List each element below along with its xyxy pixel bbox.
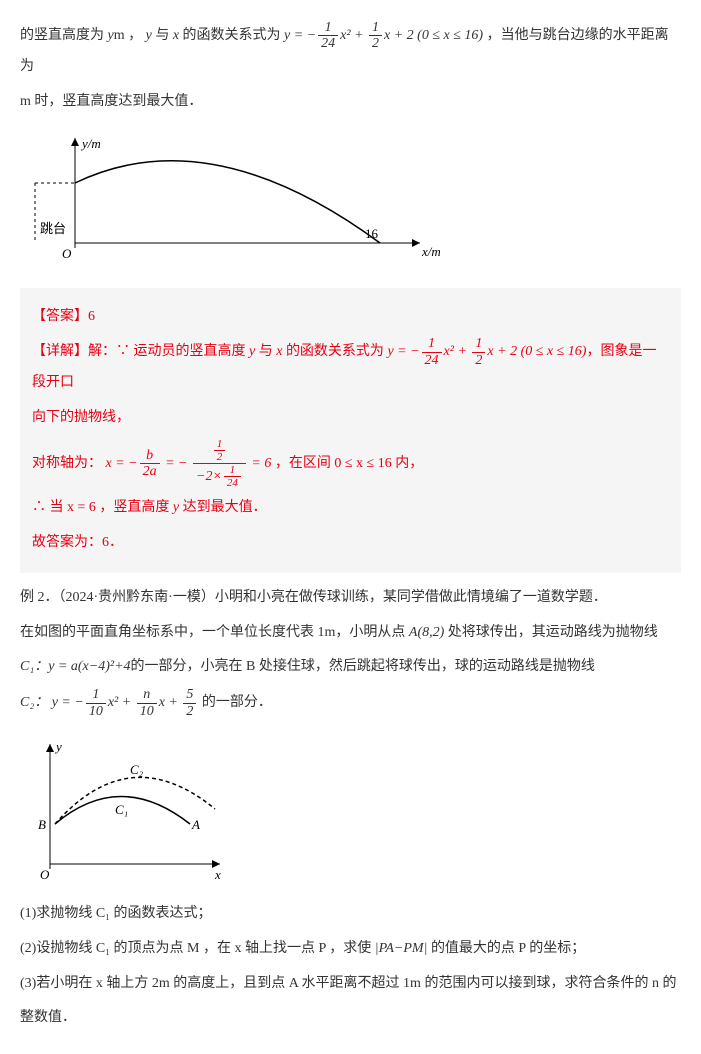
q1: (1)求抛物线 C₁ 的函数表达式； — [20, 899, 681, 930]
answer-value: 6 — [88, 309, 95, 324]
d2-a-label: A — [191, 817, 200, 832]
y-axis-label: y/m — [80, 136, 101, 151]
p1-text-c: 的函数关系式为 — [179, 28, 284, 43]
answer-block: 【答案】6 【详解】解：∵ 运动员的竖直高度 y 与 x 的函数关系式为 y =… — [20, 288, 681, 573]
problem2-c2: C₂： y = −110x² + n10x + 52 的一部分． — [20, 687, 681, 719]
final-line: 故答案为：6． — [32, 528, 669, 559]
d1c: 的函数关系式为 — [282, 344, 387, 359]
detail-label: 【详解】 — [32, 344, 88, 359]
diagram-2: y x O B A C₁ C₂ — [20, 729, 240, 889]
equation-detail: y = −124x² + 12x + 2 (0 ≤ x ≤ 16) — [387, 344, 586, 359]
d2-c2-label: C₂ — [130, 762, 144, 777]
d2-y-label: y — [54, 739, 62, 754]
problem2-header: 例 2．（2024·贵州黔东南·一模）小明和小亮在做传球训练，某同学借做此情境编… — [20, 583, 681, 614]
d1b: 与 — [255, 344, 276, 359]
d1a: 解：∵ 运动员的竖直高度 — [88, 344, 249, 359]
x-mark-16: 16 — [365, 226, 379, 241]
problem1-line1: 的竖直高度为 ym ， y 与 x 的函数关系式为 y = −124x² + 1… — [20, 20, 681, 83]
point-a: A(8,2) — [409, 625, 444, 640]
q3b: 整数值． — [20, 1003, 681, 1034]
c1-eq: y = a(x−4)²+4 — [48, 659, 130, 674]
c1-label: C₁： — [20, 659, 48, 674]
origin-label: O — [62, 246, 72, 261]
d2-b-label: B — [38, 817, 46, 832]
d2-o-label: O — [40, 867, 50, 882]
conc-b: 达到最大值． — [179, 500, 267, 515]
q2: (2)设抛物线 C₁ 的顶点为点 M ，在 x 轴上找一点 P ，求使 |PA−… — [20, 934, 681, 965]
axis-a: 对称轴为： — [32, 456, 102, 471]
axis-b: ，在区间 0 ≤ x ≤ 16 内， — [275, 456, 423, 471]
diagram-1: y/m x/m 16 O 跳台 — [20, 128, 440, 278]
d2-x-label: x — [214, 867, 221, 882]
q2b: 的值最大的点 P 的坐标； — [427, 941, 585, 956]
p1-text-b: 与 — [152, 28, 173, 43]
problem1-line2: m 时，竖直高度达到最大值． — [20, 87, 681, 118]
equation-1: y = −124x² + 12x + 2 (0 ≤ x ≤ 16) — [284, 28, 483, 43]
x-axis-label: x/m — [421, 244, 440, 259]
p2-p1a: 在如图的平面直角坐标系中，一个单位长度代表 1m，小明从点 — [20, 625, 409, 640]
answer-line: 【答案】6 — [32, 302, 669, 333]
p2-p1b: 处将球传出，其运动路线为抛物线 — [444, 625, 658, 640]
q2a: (2)设抛物线 C₁ 的顶点为点 M ，在 x 轴上找一点 P ，求使 — [20, 941, 375, 956]
axis-line: 对称轴为： x = −b2a = − 12 −2×124 = 6 ，在区间 0 … — [32, 438, 669, 489]
conclusion-line: ∴ 当 x = 6 ，竖直高度 y 达到最大值． — [32, 493, 669, 524]
detail-line1: 【详解】解：∵ 运动员的竖直高度 y 与 x 的函数关系式为 y = −124x… — [32, 336, 669, 399]
axis-formula: x = −b2a = − 12 −2×124 = 6 — [106, 456, 275, 471]
d2-c1-label: C₁ — [115, 802, 128, 817]
c2-eq: y = −110x² + n10x + 52 — [52, 695, 199, 710]
c1-tail: 的一部分，小亮在 B 处接住球，然后跳起将球传出，球的运动路线是抛物线 — [131, 659, 595, 674]
platform-label: 跳台 — [40, 221, 66, 236]
c2-tail: 的一部分． — [202, 695, 272, 710]
var-ym: y — [108, 28, 114, 43]
p1-text-a: 的竖直高度为 — [20, 28, 108, 43]
q2-abs: |PA−PM| — [375, 941, 428, 956]
conc-a: ∴ 当 x = 6 ，竖直高度 — [32, 500, 173, 515]
c2-label: C₂： — [20, 695, 48, 710]
answer-label: 【答案】 — [32, 309, 88, 324]
q3a: (3)若小明在 x 轴上方 2m 的高度上，且到点 A 水平距离不超过 1m 的… — [20, 969, 681, 1000]
problem2-c1: C₁：y = a(x−4)²+4的一部分，小亮在 B 处接住球，然后跳起将球传出… — [20, 652, 681, 683]
problem2-p1: 在如图的平面直角坐标系中，一个单位长度代表 1m，小明从点 A(8,2) 处将球… — [20, 618, 681, 649]
detail-line2: 向下的抛物线， — [32, 403, 669, 434]
